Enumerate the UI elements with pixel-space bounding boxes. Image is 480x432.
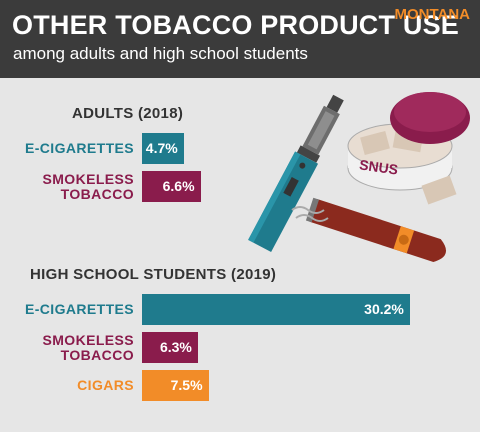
category-label: E-CIGARETTES — [24, 140, 134, 156]
category-label: SMOKELESS TOBACCO — [42, 170, 134, 202]
value-label: 6.3% — [159, 339, 192, 355]
header: OTHER TOBACCO PRODUCT USE among adults a… — [0, 0, 480, 78]
value-label: 7.5% — [170, 377, 203, 393]
value-label: 6.6% — [162, 178, 195, 194]
bar — [142, 171, 201, 202]
cigar — [305, 197, 447, 262]
value-label: 30.2% — [364, 301, 404, 317]
page-subtitle: among adults and high school students — [13, 44, 308, 63]
bar — [142, 294, 410, 325]
category-label: CIGARS — [77, 377, 134, 393]
can-label: SNUS — [358, 156, 399, 177]
category-label: SMOKELESS TOBACCO — [42, 331, 134, 363]
bar — [142, 133, 184, 164]
chart-title: HIGH SCHOOL STUDENTS (2019) — [30, 266, 277, 283]
bar — [142, 370, 209, 401]
vape-pen — [248, 94, 344, 253]
chart-title: ADULTS (2018) — [72, 105, 184, 122]
value-label: 4.7% — [145, 140, 178, 156]
page-title: OTHER TOBACCO PRODUCT USE — [12, 10, 460, 40]
state-label: MONTANA — [394, 6, 470, 23]
snus-can: SNUS — [347, 92, 470, 205]
smoke — [291, 206, 329, 222]
category-label: E-CIGARETTES — [24, 301, 134, 317]
bar — [142, 332, 198, 363]
